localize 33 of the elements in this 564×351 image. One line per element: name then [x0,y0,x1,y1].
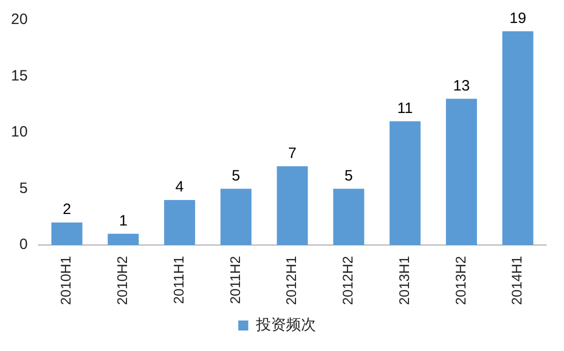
x-tick-label: 2010H1 [58,256,74,306]
x-tick-label: 2012H2 [340,256,356,306]
data-label: 7 [288,144,297,162]
bar [502,31,534,245]
legend-label: 投资频次 [254,316,316,334]
x-tick-label: 2014H1 [508,256,525,306]
x-tick-label: 2013H1 [396,256,412,306]
bar [276,166,308,245]
data-label: 13 [453,77,470,94]
y-tick-label: 10 [10,124,28,141]
x-tick-label: 2011H2 [226,256,243,304]
data-label: 11 [397,100,413,117]
y-tick-label: 15 [10,67,28,84]
bar [333,188,364,245]
data-label: 4 [175,178,184,196]
bar [220,188,252,245]
x-tick-label: 2011H1 [170,256,186,304]
bar [390,121,421,245]
bar [51,222,82,245]
y-tick-label: 0 [19,236,28,254]
x-tick-label: 2010H2 [114,256,130,306]
bar [446,98,477,245]
data-label: 5 [232,167,240,184]
data-label: 5 [344,167,353,184]
bar [164,200,196,245]
bar [108,234,139,245]
y-tick-label: 5 [19,180,28,197]
x-tick-label: 2013H2 [452,256,468,306]
data-label: 19 [509,10,526,27]
x-tick-label: 2012H1 [283,256,300,306]
y-tick-label: 20 [10,11,28,28]
data-label: 1 [119,212,128,230]
data-label: 2 [62,201,72,218]
